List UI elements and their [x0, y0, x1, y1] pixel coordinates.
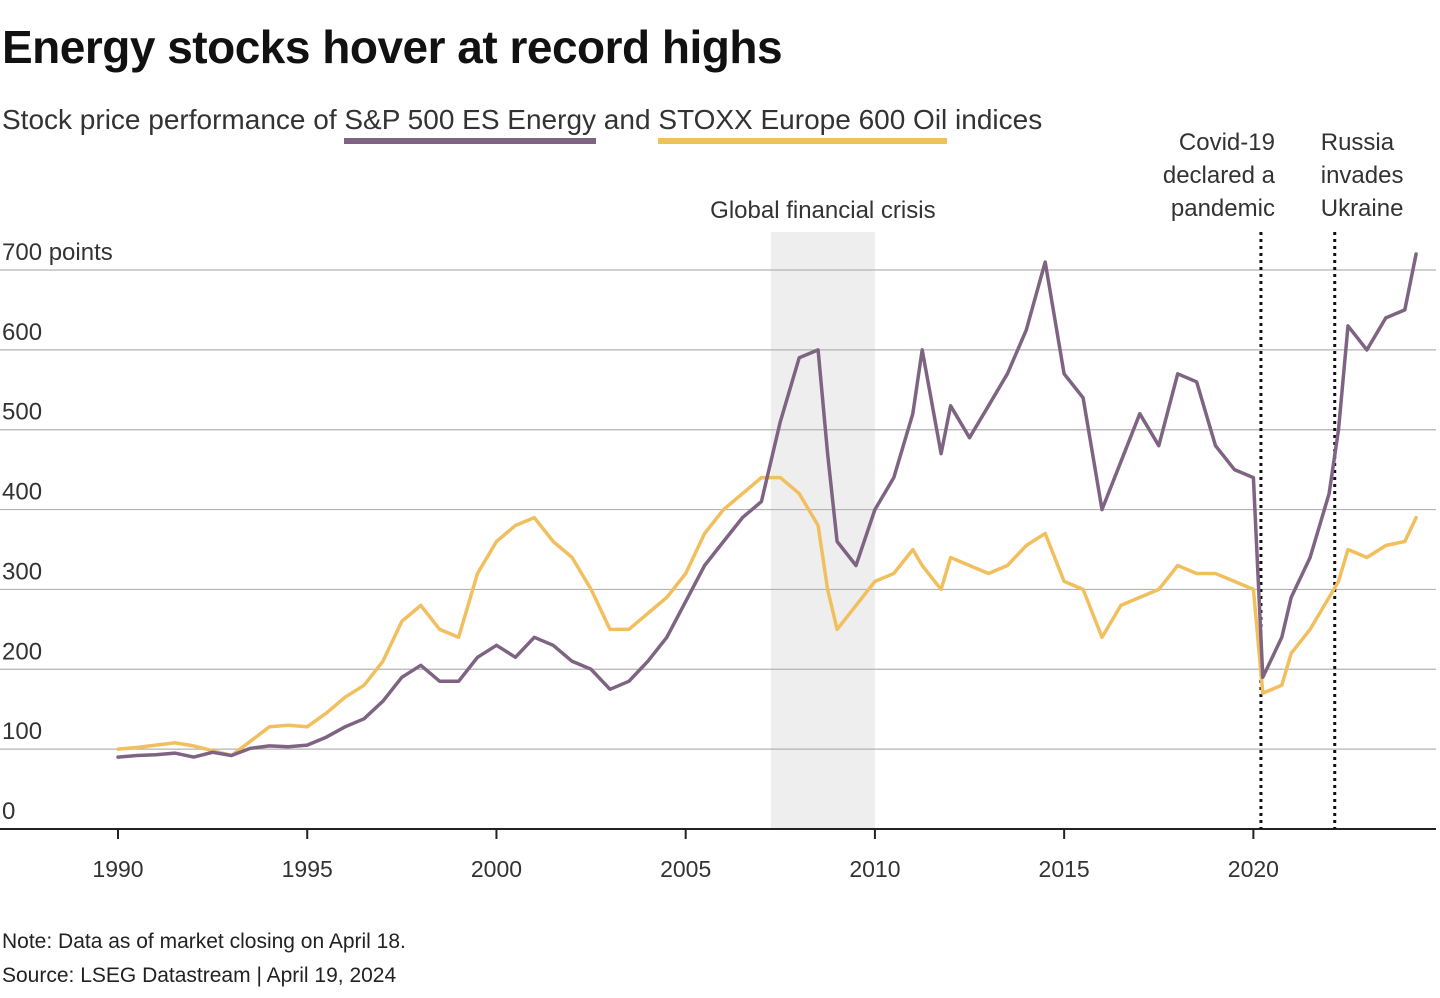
chart-subtitle: Stock price performance of S&P 500 ES En…	[2, 104, 1042, 144]
legend-sp500: S&P 500 ES Energy	[344, 104, 597, 144]
chart-note: Note: Data as of market closing on April…	[2, 930, 406, 953]
event-label-0: Covid-19	[1179, 129, 1275, 156]
y-tick-label-200: 200	[2, 638, 42, 665]
annotation-shade-label: Global financial crisis	[710, 197, 935, 224]
y-tick-label-600: 600	[2, 319, 42, 346]
y-tick-label-300: 300	[2, 558, 42, 585]
event-label-1: Ukraine	[1321, 195, 1404, 222]
subtitle-mid: and	[596, 104, 659, 135]
y-tick-label-100: 100	[2, 718, 42, 745]
x-tick-label-2020: 2020	[1228, 856, 1279, 882]
series-line-stoxx	[116, 475, 1418, 758]
x-tick-label-1990: 1990	[92, 856, 143, 882]
legend-stoxx: STOXX Europe 600 Oil	[658, 104, 948, 144]
event-label-0: declared a	[1163, 162, 1276, 189]
x-tick-label-2010: 2010	[849, 856, 900, 882]
series-line-sp500	[116, 252, 1418, 759]
event-label-1: invades	[1321, 162, 1404, 189]
shade-region-0	[770, 232, 875, 829]
chart-source: Source: LSEG Datastream | April 19, 2024	[2, 964, 397, 987]
chart-title: Energy stocks hover at record highs	[2, 21, 783, 73]
y-tick-label-700: 700 points	[2, 239, 113, 266]
event-label-1: Russia	[1321, 129, 1395, 156]
subtitle-prefix: Stock price performance of	[2, 104, 345, 135]
y-tick-label-0: 0	[2, 798, 15, 825]
y-tick-label-500: 500	[2, 399, 42, 426]
subtitle-suffix: indices	[947, 104, 1043, 135]
y-tick-label-400: 400	[2, 479, 42, 506]
x-tick-label-1995: 1995	[282, 856, 333, 882]
x-tick-label-2015: 2015	[1039, 856, 1090, 882]
x-tick-label-2000: 2000	[471, 856, 522, 882]
x-tick-label-2005: 2005	[660, 856, 711, 882]
event-label-0: pandemic	[1171, 195, 1275, 222]
line-chart: Global financial crisis 0 100 200 300 400 500 6…	[0, 129, 1436, 882]
